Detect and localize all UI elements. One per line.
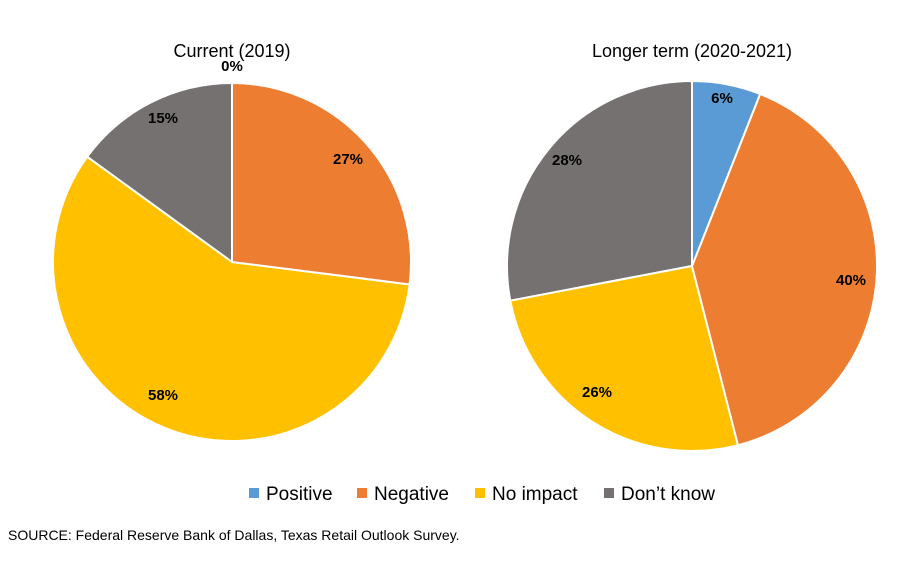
pie-slice-longer-term-negative (691, 92, 879, 447)
legend-swatch-no-impact (475, 488, 485, 498)
slice-label-current-dont-know: 15% (148, 110, 178, 127)
slice-label-current-positive: 0% (221, 58, 243, 75)
legend-label-positive: Positive (266, 484, 333, 505)
slice-label-current-no-impact: 58% (148, 387, 178, 404)
slice-label-longer-term-negative: 40% (836, 272, 866, 289)
slice-label-longer-term-dont-know: 28% (552, 152, 582, 169)
pie-chart-longer-term: Longer term (2020-2021) 6% 40% 26% 28% (506, 41, 879, 452)
legend-label-negative: Negative (374, 484, 449, 505)
legend-label-dont-know: Don’t know (621, 484, 715, 505)
slice-label-longer-term-positive: 6% (711, 90, 733, 107)
pie-slice-current-dont-know (86, 82, 233, 263)
legend-swatch-negative (357, 488, 367, 498)
pie-slice-longer-term-positive (691, 80, 762, 267)
slice-label-current-negative: 27% (333, 151, 363, 168)
source-note: SOURCE: Federal Reserve Bank of Dallas, … (8, 527, 460, 543)
legend: Positive Negative No impact Don’t know (249, 484, 715, 505)
legend-label-no-impact: No impact (492, 484, 578, 505)
pie-title-longer-term: Longer term (2020-2021) (592, 41, 792, 61)
pie-title-current: Current (2019) (173, 41, 290, 61)
pie-slice-current-no-impact (52, 155, 411, 442)
slice-label-longer-term-no-impact: 26% (582, 384, 612, 401)
pie-chart-current: Current (2019) 0% 27% 58% 15% (52, 41, 412, 442)
legend-swatch-dont-know (604, 488, 614, 498)
legend-swatch-positive (249, 488, 259, 498)
pie-slice-longer-term-dont-know (506, 80, 693, 302)
pie-slice-current-negative (231, 82, 412, 286)
pie-slice-longer-term-no-impact (509, 265, 740, 452)
